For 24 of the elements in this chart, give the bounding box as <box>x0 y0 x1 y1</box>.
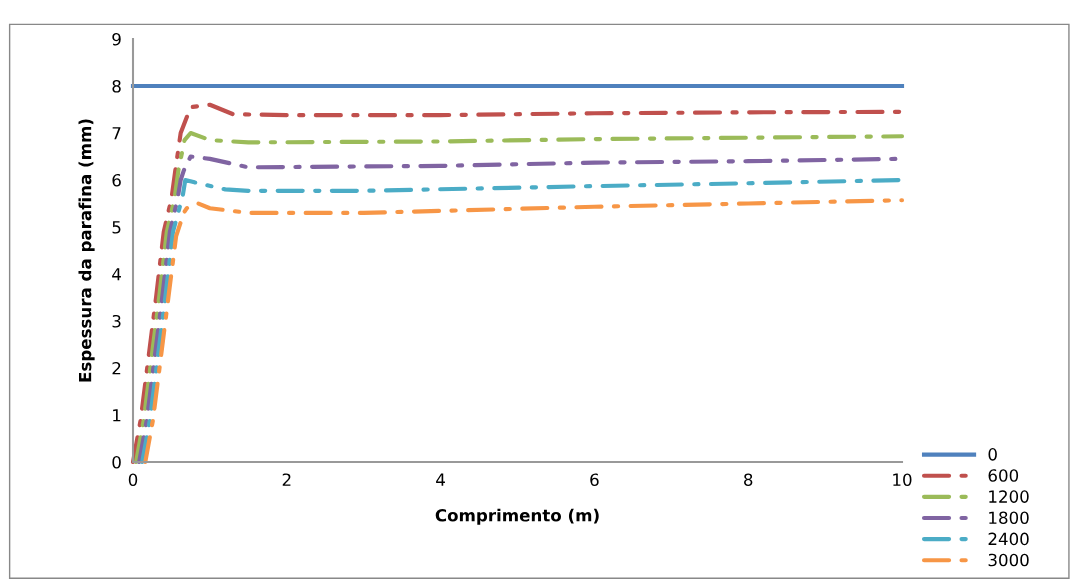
x-tick-label: 0 <box>128 473 138 487</box>
legend-label: 600 <box>988 469 1019 482</box>
legend-label: 2400 <box>988 532 1029 546</box>
x-tick-label: 6 <box>590 473 599 487</box>
y-tick-label: 7 <box>112 127 121 140</box>
y-tick-label: 1 <box>113 409 121 422</box>
y-tick-label: 3 <box>112 314 121 328</box>
y-axis-title: Espessura da parafina (mm) <box>78 119 95 382</box>
y-tick-label: 2 <box>112 361 121 375</box>
y-tick-label: 5 <box>112 221 121 234</box>
legend-label: 1800 <box>989 511 1029 525</box>
x-tick-label: 10 <box>893 473 912 487</box>
y-tick-label: 8 <box>112 79 121 93</box>
legend-label: 3000 <box>988 553 1029 567</box>
legend-label: 1200 <box>989 490 1029 503</box>
x-tick-label: 2 <box>282 473 291 486</box>
legend-label: 0 <box>988 448 997 461</box>
y-tick-label: 9 <box>112 32 121 46</box>
x-tick-label: 8 <box>744 473 753 487</box>
x-axis-title: Comprimento (m) <box>435 508 599 525</box>
y-tick-label: 4 <box>112 268 121 281</box>
y-tick-label: 6 <box>112 173 121 187</box>
y-tick-label: 0 <box>112 455 121 469</box>
x-tick-label: 4 <box>436 473 445 486</box>
